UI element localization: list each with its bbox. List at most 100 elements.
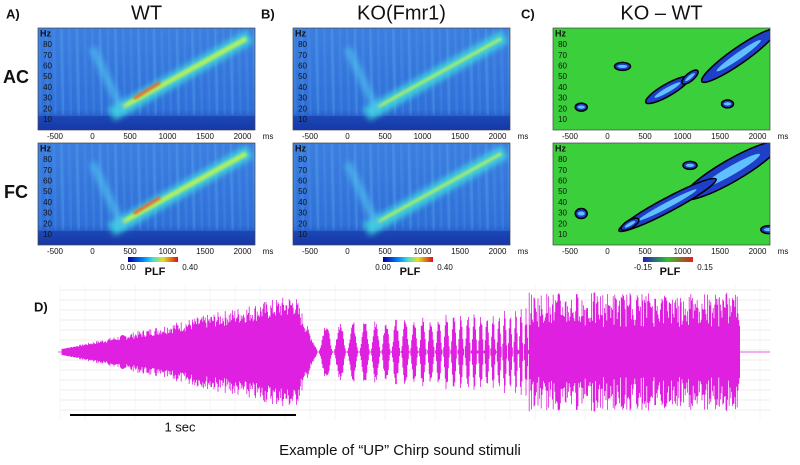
texture (106, 143, 111, 230)
y-tick-label: 60 (43, 62, 52, 71)
y-unit: Hz (295, 143, 306, 153)
texture (422, 28, 428, 115)
x-tick-label: 0 (605, 247, 610, 256)
x-tick-label: 1000 (674, 132, 692, 141)
texture (160, 28, 165, 115)
texture (461, 28, 466, 115)
y-tick-label: 40 (558, 198, 567, 207)
texture (152, 28, 158, 115)
x-unit: ms (518, 132, 529, 141)
y-tick-label: 40 (298, 198, 307, 207)
texture (338, 143, 343, 230)
x-tick-label: 2000 (234, 247, 252, 256)
texture (315, 143, 320, 230)
x-tick-label: 1500 (196, 132, 214, 141)
x-tick-label: 500 (638, 132, 652, 141)
chirp-core (376, 37, 502, 109)
frame (37, 27, 256, 131)
x-tick-label: 2000 (234, 132, 252, 141)
y-tick-label: 60 (558, 177, 567, 186)
y-unit: Hz (295, 28, 306, 38)
x-tick-label: 500 (638, 247, 652, 256)
texture (75, 143, 81, 230)
panel-title: WT (131, 2, 162, 24)
y-tick-label: 70 (558, 166, 567, 175)
colorbar-min: 0.00 (375, 263, 391, 272)
low-band (38, 231, 255, 245)
texture (152, 143, 158, 230)
y-tick-label: 80 (558, 40, 567, 49)
x-tick-label: 1000 (414, 247, 432, 256)
y-tick-label: 10 (298, 115, 307, 124)
x-tick-label: 1000 (159, 132, 177, 141)
x-tick-label: -500 (562, 132, 579, 141)
y-tick-label: 50 (298, 72, 307, 81)
y-unit: Hz (40, 143, 51, 153)
x-tick-label: -500 (562, 247, 579, 256)
x-tick-label: 1500 (196, 247, 214, 256)
y-tick-label: 70 (43, 51, 52, 60)
y-tick-label: 80 (298, 155, 307, 164)
y-unit: Hz (40, 28, 51, 38)
heatmap-bg (553, 28, 770, 130)
texture (307, 143, 312, 230)
scale-bar-label: 1 sec (164, 419, 196, 434)
texture (75, 28, 81, 115)
texture (60, 143, 65, 230)
y-tick-label: 60 (298, 177, 307, 186)
x-unit: ms (263, 247, 274, 256)
x-unit: ms (518, 247, 529, 256)
frame (292, 142, 511, 246)
colorbar-min: -0.15 (634, 263, 653, 272)
diff-core (638, 189, 697, 221)
y-unit: Hz (555, 28, 566, 38)
diff-core (624, 220, 636, 228)
x-tick-label: 500 (123, 132, 137, 141)
panel-label: D) (34, 299, 48, 314)
y-tick-label: 10 (558, 115, 567, 124)
texture (330, 28, 336, 115)
panel-title: KO(Fmr1) (357, 2, 446, 24)
colorbar (128, 257, 178, 262)
diff-core (723, 102, 732, 106)
texture (469, 143, 474, 230)
texture (90, 28, 96, 115)
y-tick-label: 10 (43, 115, 52, 124)
texture (252, 28, 255, 94)
panel-label: B) (261, 6, 275, 21)
texture (221, 28, 227, 115)
texture (106, 28, 111, 115)
texture (415, 28, 420, 115)
y-tick-label: 80 (558, 155, 567, 164)
x-tick-label: 1000 (159, 247, 177, 256)
texture (361, 143, 366, 230)
onset (343, 161, 382, 229)
onset (88, 46, 127, 114)
caption: Example of “UP” Chirp sound stimuli (279, 442, 521, 459)
colorbar-label: PLF (660, 266, 681, 278)
diff-core (685, 73, 695, 82)
y-tick-label: 50 (43, 187, 52, 196)
x-tick-label: -500 (47, 132, 64, 141)
y-tick-label: 20 (558, 219, 567, 228)
chirp-core (121, 36, 248, 110)
x-tick-label: 1000 (674, 247, 692, 256)
x-tick-label: 500 (123, 247, 137, 256)
texture (167, 143, 173, 230)
y-tick-label: 60 (43, 177, 52, 186)
x-tick-label: -500 (302, 247, 319, 256)
texture (206, 143, 211, 230)
y-tick-label: 40 (558, 83, 567, 92)
texture (476, 28, 482, 115)
low-band (293, 231, 510, 245)
texture (214, 143, 219, 230)
texture (167, 28, 173, 115)
panel-label: C) (521, 6, 535, 21)
y-tick-label: 70 (558, 51, 567, 60)
y-tick-label: 40 (43, 83, 52, 92)
texture (407, 143, 413, 230)
x-tick-label: 2000 (749, 247, 767, 256)
y-tick-label: 30 (558, 94, 567, 103)
texture (307, 28, 312, 115)
y-tick-label: 30 (298, 209, 307, 218)
